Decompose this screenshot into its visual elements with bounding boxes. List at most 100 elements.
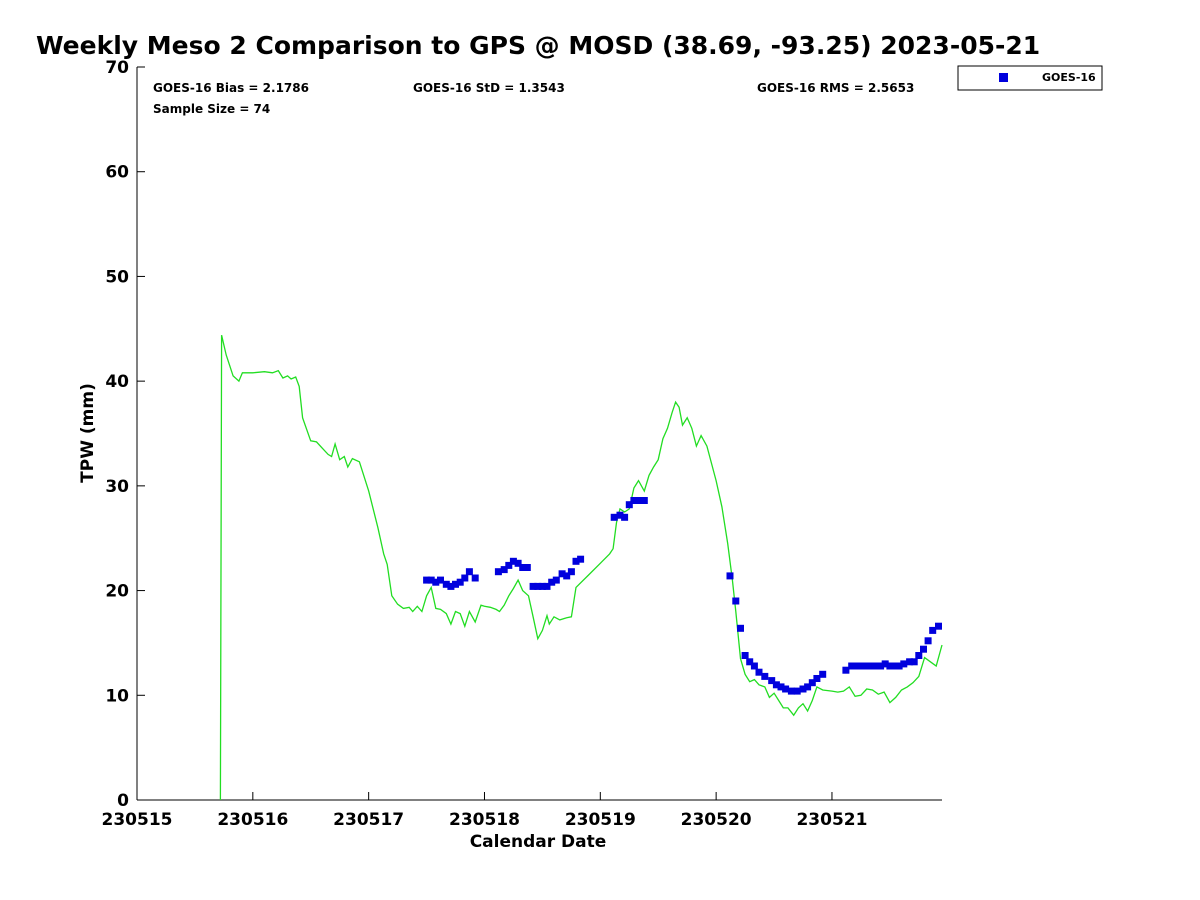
- goes16-point: [737, 624, 744, 632]
- x-tick-label: 230518: [449, 810, 520, 830]
- goes16-point: [877, 662, 885, 670]
- goes16-point: [563, 572, 571, 580]
- y-tick-label: 0: [117, 791, 129, 811]
- goes16-point: [793, 687, 801, 695]
- goes16-point: [616, 511, 624, 519]
- goes16-point: [461, 574, 469, 582]
- goes16-point: [857, 662, 865, 670]
- chart-title: Weekly Meso 2 Comparison to GPS @ MOSD (…: [36, 31, 1040, 60]
- goes16-point: [852, 662, 860, 670]
- goes16-point: [750, 662, 758, 670]
- goes16-point: [621, 513, 629, 521]
- goes16-point: [456, 578, 464, 586]
- y-ticks: 0 10 20 30 40 50 60 70: [105, 58, 145, 811]
- x-tick-label: 230517: [333, 810, 404, 830]
- goes16-point: [881, 660, 889, 668]
- x-tick-label: 230515: [102, 810, 173, 830]
- x-axis-label: Calendar Date: [470, 832, 607, 852]
- goes16-point: [819, 670, 827, 678]
- goes16-point: [726, 572, 734, 580]
- x-tick-label: 230516: [217, 810, 288, 830]
- goes16-point: [746, 658, 754, 666]
- goes16-point: [534, 582, 542, 590]
- y-tick-label: 40: [105, 372, 129, 392]
- goes16-point: [787, 687, 795, 695]
- goes16-point: [523, 564, 531, 571]
- y-tick-label: 60: [105, 163, 129, 183]
- goes16-point: [519, 564, 527, 571]
- goes16-point: [577, 555, 585, 563]
- goes16-point: [848, 662, 856, 670]
- goes16-point: [509, 557, 517, 565]
- goes16-point: [625, 501, 633, 509]
- goes16-point: [630, 497, 638, 504]
- x-tick-label: 230521: [796, 810, 867, 830]
- y-axis-label: TPW (mm): [78, 383, 98, 483]
- goes16-point: [432, 578, 440, 586]
- goes16-point: [465, 568, 473, 576]
- goes16-point: [906, 658, 914, 666]
- goes16-point: [842, 666, 850, 674]
- goes16-point: [768, 677, 776, 685]
- goes16-point: [772, 681, 780, 689]
- goes16-point: [529, 582, 537, 590]
- goes16-point: [423, 576, 431, 584]
- goes16-point: [635, 497, 642, 504]
- gps-series: [219, 334, 943, 801]
- rms-stat: GOES-16 RMS = 2.5653: [757, 81, 914, 95]
- goes16-point: [572, 557, 580, 565]
- legend-marker: [999, 73, 1008, 82]
- goes16-point: [505, 561, 513, 569]
- goes16-point: [910, 658, 918, 666]
- goes16-point: [567, 568, 575, 576]
- goes16-point: [437, 576, 444, 584]
- x-ticks: 230515 230516 230517 230518 230519 230520 2305…: [102, 792, 867, 830]
- goes16-point: [447, 582, 455, 590]
- goes16-point: [755, 668, 763, 676]
- goes16-point: [920, 645, 927, 653]
- goes16-point: [866, 662, 874, 670]
- goes16-point: [543, 582, 551, 590]
- goes16-point: [452, 580, 459, 588]
- goes16-point: [732, 597, 740, 605]
- goes16-point: [494, 568, 502, 576]
- goes16-point: [548, 578, 556, 586]
- sample-size-stat: Sample Size = 74: [153, 102, 270, 116]
- goes16-point: [640, 497, 648, 504]
- goes16-point: [915, 652, 923, 659]
- goes16-point: [500, 566, 508, 574]
- goes16-point: [808, 679, 816, 687]
- goes16-point: [552, 576, 560, 584]
- goes16-series: [423, 497, 942, 695]
- y-tick-label: 70: [105, 58, 129, 78]
- goes16-point: [610, 513, 618, 521]
- x-tick-label: 230519: [565, 810, 636, 830]
- goes16-point: [804, 683, 812, 691]
- goes16-point: [427, 576, 435, 584]
- goes16-point: [514, 559, 522, 567]
- goes16-point: [777, 683, 785, 691]
- goes16-point: [871, 662, 879, 670]
- goes16-point: [782, 685, 790, 693]
- goes16-point: [891, 662, 898, 670]
- goes16-point: [799, 685, 807, 693]
- legend-label: GOES-16: [1042, 71, 1096, 84]
- y-tick-label: 20: [105, 582, 129, 602]
- x-tick-label: 230520: [681, 810, 752, 830]
- goes16-point: [924, 637, 932, 645]
- goes16-point: [538, 582, 546, 590]
- goes16-point: [895, 662, 903, 670]
- std-stat: GOES-16 StD = 1.3543: [413, 81, 565, 95]
- goes16-point: [886, 662, 894, 670]
- goes16-point: [741, 652, 749, 659]
- goes16-point: [935, 622, 942, 630]
- goes16-point: [442, 580, 450, 588]
- goes16-point: [761, 672, 769, 680]
- y-tick-label: 10: [105, 686, 129, 706]
- goes16-point: [862, 662, 870, 670]
- goes16-point: [900, 660, 908, 668]
- legend: GOES-16: [957, 65, 1103, 91]
- goes16-point: [813, 675, 821, 682]
- goes16-point: [471, 574, 479, 582]
